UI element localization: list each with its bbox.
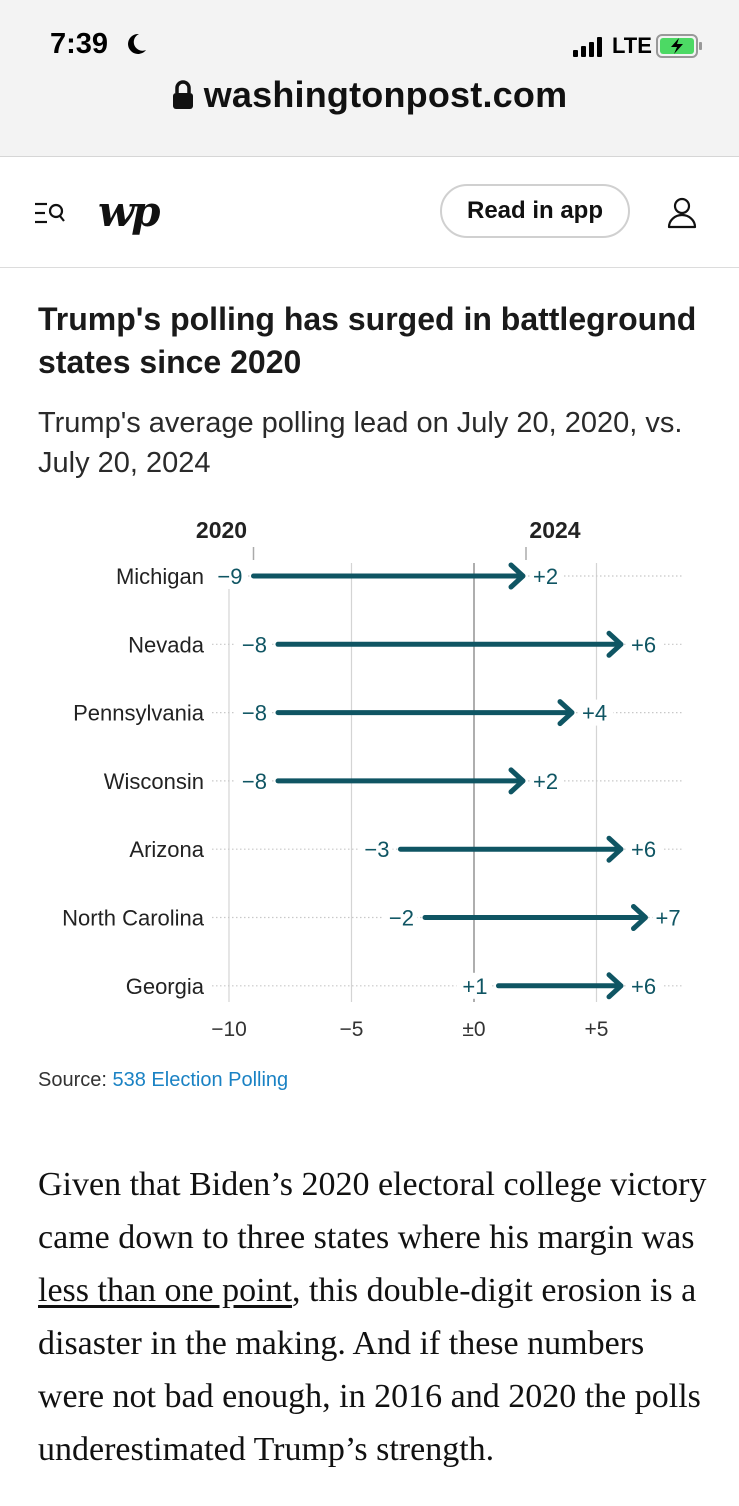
state-label: Nevada bbox=[128, 632, 205, 657]
start-label-bg bbox=[236, 631, 270, 658]
site-logo[interactable]: wp bbox=[98, 187, 161, 236]
state-label: Arizona bbox=[129, 837, 204, 862]
site-header: wp Read in app bbox=[0, 157, 739, 268]
end-label-bg bbox=[628, 972, 662, 999]
state-label: Michigan bbox=[116, 564, 204, 589]
start-value-label: +1 bbox=[462, 974, 487, 999]
start-value-label: −8 bbox=[242, 632, 267, 657]
source-label: Source: bbox=[38, 1069, 107, 1091]
start-value-label: −8 bbox=[242, 701, 267, 726]
end-label-bg bbox=[579, 699, 613, 726]
start-label-bg bbox=[236, 767, 270, 794]
end-value-label: +7 bbox=[656, 906, 681, 931]
start-label-bg bbox=[211, 563, 246, 589]
x-tick-label: −10 bbox=[211, 1018, 247, 1041]
end-value-label: +2 bbox=[533, 769, 558, 794]
url-text: washingtonpost.com bbox=[203, 74, 568, 115]
polling-dumbbell-chart: −10 −5 ±0 +5 2020 2024 Michigan −9 +2 Nevada −8 +6 P… bbox=[62, 517, 687, 1041]
start-label-bg bbox=[358, 836, 393, 863]
chart-source: Source: 538 Election Polling bbox=[38, 1069, 288, 1092]
paragraph-text-1: Given that Biden’s 2020 electoral colleg… bbox=[38, 1166, 707, 1256]
start-value-label: −3 bbox=[364, 837, 389, 862]
start-label-bg bbox=[236, 699, 270, 726]
arrowhead bbox=[606, 630, 624, 658]
start-value-label: −9 bbox=[217, 564, 242, 589]
menu-search-icon[interactable] bbox=[34, 201, 66, 232]
end-value-label: +2 bbox=[533, 564, 558, 589]
state-label: Pennsylvania bbox=[73, 701, 205, 726]
chart-headline: Trump's polling has surged in battlegrou… bbox=[38, 301, 697, 380]
start-value-label: −2 bbox=[389, 906, 414, 931]
end-label-bg bbox=[628, 631, 662, 658]
user-icon[interactable] bbox=[667, 197, 697, 234]
battery-charging-icon bbox=[656, 34, 704, 63]
end-value-label: +4 bbox=[582, 701, 607, 726]
state-label: North Carolina bbox=[62, 906, 205, 931]
browser-top-bar: 7:39 LTE washingtonpost.com bbox=[0, 0, 739, 157]
article-paragraph: Given that Biden’s 2020 electoral colleg… bbox=[38, 1158, 718, 1476]
status-time: 7:39 bbox=[50, 28, 109, 60]
end-label-bg bbox=[628, 836, 662, 863]
paragraph-text-2: , this double-digit erosion is a disaste… bbox=[38, 1272, 701, 1468]
end-value-label: +6 bbox=[631, 974, 656, 999]
read-in-app-button[interactable]: Read in app bbox=[440, 184, 630, 238]
chart-subtitle: Trump's average polling lead on July 20,… bbox=[38, 407, 683, 479]
arrowhead bbox=[631, 904, 648, 931]
start-label-bg bbox=[383, 904, 417, 931]
arrowhead bbox=[606, 972, 624, 1000]
start-year-header: 2020 bbox=[196, 517, 247, 543]
state-label: Wisconsin bbox=[104, 769, 204, 794]
end-label-bg bbox=[530, 563, 564, 589]
lock-icon bbox=[172, 77, 194, 119]
end-label-bg bbox=[652, 904, 687, 931]
x-tick-label: −5 bbox=[340, 1018, 364, 1041]
state-label: Georgia bbox=[126, 974, 205, 999]
arrowhead bbox=[508, 562, 526, 590]
end-value-label: +6 bbox=[631, 837, 656, 862]
x-tick-label: ±0 bbox=[462, 1018, 485, 1041]
arrowhead bbox=[508, 767, 526, 795]
moon-icon bbox=[126, 32, 148, 61]
start-value-label: −8 bbox=[242, 769, 267, 794]
inline-link[interactable]: less than one point bbox=[38, 1272, 293, 1309]
arrowhead bbox=[557, 699, 575, 727]
signal-icon bbox=[573, 37, 607, 62]
url-bar[interactable]: washingtonpost.com bbox=[0, 74, 739, 119]
network-label: LTE bbox=[612, 33, 652, 58]
start-label-bg bbox=[456, 972, 491, 999]
arrowhead bbox=[606, 835, 624, 863]
end-year-header: 2024 bbox=[529, 517, 580, 543]
x-tick-label: +5 bbox=[585, 1018, 609, 1041]
source-link[interactable]: 538 Election Polling bbox=[112, 1069, 289, 1091]
end-value-label: +6 bbox=[631, 632, 656, 657]
end-label-bg bbox=[530, 767, 564, 794]
